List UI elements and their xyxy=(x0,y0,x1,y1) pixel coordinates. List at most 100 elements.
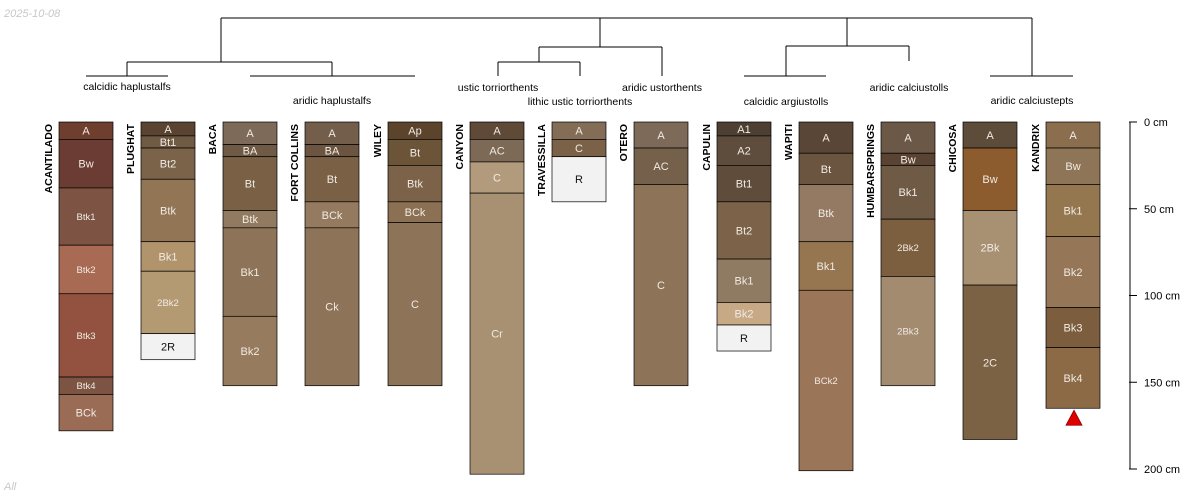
horizon-plughat-bt2 xyxy=(140,147,196,180)
horizon-label: BCk xyxy=(405,207,426,219)
horizon-chicosa-2c xyxy=(962,284,1018,440)
dendrogram xyxy=(86,17,1073,77)
horizon-wapiti-bt xyxy=(798,152,854,185)
horizon-label: A xyxy=(246,128,254,140)
horizon-fort-collins-ck xyxy=(304,227,360,387)
horizon-label: BA xyxy=(325,146,340,158)
horizon-label: Bt xyxy=(821,164,831,176)
horizon-kandrix-bk3 xyxy=(1045,307,1101,348)
horizon-label: Bk1 xyxy=(1064,205,1083,217)
profile-name-fort-collins: FORT COLLINS xyxy=(289,124,301,202)
horizon-label: AC xyxy=(653,161,668,173)
horizon-acantilado-btk2 xyxy=(58,244,114,295)
depth-tick-label: 200 cm xyxy=(1144,464,1180,476)
horizon-capulin-a2 xyxy=(716,135,772,166)
horizon-label: Btk xyxy=(242,214,258,226)
horizon-label: Bt1 xyxy=(736,179,753,191)
horizon-plughat-2bk2 xyxy=(140,270,196,335)
horizon-travessilla-r xyxy=(551,156,607,203)
horizon-label: Btk xyxy=(160,205,176,217)
profile-humbarsprings: A Bw Bk1 2Bk2 2Bk3 HUMBARSPRINGS xyxy=(865,121,936,387)
horizon-humbarsprings-a xyxy=(880,121,936,154)
horizon-label: Bk1 xyxy=(899,187,918,199)
horizon-label: 2Bk3 xyxy=(897,326,919,337)
profile-baca: A BA Bt Btk Bk1 Bk2 BACA xyxy=(207,121,278,387)
horizon-acantilado-btk3 xyxy=(58,293,114,378)
horizon-label: Bk4 xyxy=(1064,373,1083,385)
horizon-label: Bk3 xyxy=(1064,323,1083,335)
horizon-canyon-c xyxy=(469,161,525,194)
horizon-acantilado-btk1 xyxy=(58,187,114,246)
horizon-label: Bk2 xyxy=(735,309,754,321)
horizon-label: Btk2 xyxy=(76,265,95,276)
horizon-label: R xyxy=(740,333,748,345)
horizon-chicosa-bw xyxy=(962,147,1018,211)
horizon-label: Bk2 xyxy=(1064,267,1083,279)
profile-name-capulin: CAPULIN xyxy=(701,124,713,171)
group-label-aridic-calciustolls: aridic calciustolls xyxy=(870,82,949,94)
profile-name-wapiti: WAPITI xyxy=(783,124,795,160)
profile-name-canyon: CANYON xyxy=(454,124,466,170)
horizon-baca-bt xyxy=(222,156,278,211)
horizon-otero-c xyxy=(633,184,689,387)
horizon-label: A xyxy=(164,124,172,136)
profile-name-otero: OTERO xyxy=(618,124,630,161)
horizon-label: BCk2 xyxy=(814,376,837,387)
horizon-label: Bw xyxy=(1065,161,1080,173)
horizon-label: A xyxy=(1069,130,1077,142)
horizon-label: Bk1 xyxy=(241,267,260,279)
horizon-label: A xyxy=(575,126,583,138)
horizon-label: A xyxy=(328,128,336,140)
horizon-label: Cr xyxy=(491,329,503,341)
horizon-baca-bk1 xyxy=(222,227,278,317)
horizon-label: Bt1 xyxy=(160,137,177,149)
horizon-label: Btk xyxy=(407,179,423,191)
horizon-wiley-bt xyxy=(387,139,443,166)
horizon-label: 2Bk2 xyxy=(897,243,919,254)
horizon-label: A xyxy=(904,133,912,145)
horizon-fort-collins-bck xyxy=(304,201,360,229)
horizon-label: A xyxy=(493,126,501,138)
profile-acantilado: A Bw Btk1 Btk2 Btk3 Btk4 BCk ACANTILADO xyxy=(43,121,114,432)
depth-axis: 0 cm 50 cm 100 cm 150 cm 200 cm xyxy=(1129,117,1180,476)
horizon-capulin-bt2 xyxy=(716,201,772,260)
depth-tick-label: 50 cm xyxy=(1144,204,1174,216)
profile-name-acantilado: ACANTILADO xyxy=(43,124,55,193)
profile-fort-collins: A BA Bt BCk Ck FORT COLLINS xyxy=(289,121,360,387)
profile-capulin: A1 A2 Bt1 Bt2 Bk1 Bk2 R CAPULIN xyxy=(701,121,772,352)
horizon-label: R xyxy=(575,174,583,186)
horizon-label: A xyxy=(986,130,994,142)
horizon-otero-ac xyxy=(633,147,689,185)
horizon-label: BCk xyxy=(322,210,343,222)
horizon-humbarsprings-bk1 xyxy=(880,165,936,220)
depth-tick-label: 0 cm xyxy=(1144,117,1168,129)
profile-wiley: Ap Bt Btk BCk C WILEY xyxy=(372,121,443,387)
horizon-label: Ck xyxy=(325,302,339,314)
horizon-kandrix-bk1 xyxy=(1045,184,1101,237)
profile-name-chicosa: CHICOSA xyxy=(947,124,959,173)
group-label-ustic-torriorthents: ustic torriorthents xyxy=(458,82,539,94)
horizon-plughat-bk1 xyxy=(140,241,196,272)
horizon-label: Bt xyxy=(327,174,337,186)
horizon-fort-collins-bt xyxy=(304,156,360,203)
profile-name-kandrix: KANDRIX xyxy=(1030,124,1042,172)
horizon-label: Bw xyxy=(78,159,93,171)
horizon-label: C xyxy=(493,172,501,184)
horizon-label: A1 xyxy=(737,124,750,136)
depth-tick-label: 150 cm xyxy=(1144,377,1180,389)
horizon-plughat-2r xyxy=(140,333,196,361)
horizon-kandrix-bk4 xyxy=(1045,347,1101,409)
horizon-label: BCk xyxy=(76,408,97,420)
horizon-chicosa-2bk xyxy=(962,210,1018,286)
profile-name-humbarsprings: HUMBARSPRINGS xyxy=(865,124,877,218)
horizon-label: A2 xyxy=(737,146,750,158)
footer-stamp: All xyxy=(4,481,17,493)
profile-otero: A AC C OTERO xyxy=(618,121,689,387)
horizon-label: A xyxy=(657,130,665,142)
horizon-label: A xyxy=(822,133,830,145)
group-label-lithic-ustic-torriorthents: lithic ustic torriorthents xyxy=(528,96,632,108)
horizon-capulin-bk1 xyxy=(716,258,772,303)
horizon-label: Btk xyxy=(818,208,834,220)
horizon-kandrix-a xyxy=(1045,121,1101,149)
